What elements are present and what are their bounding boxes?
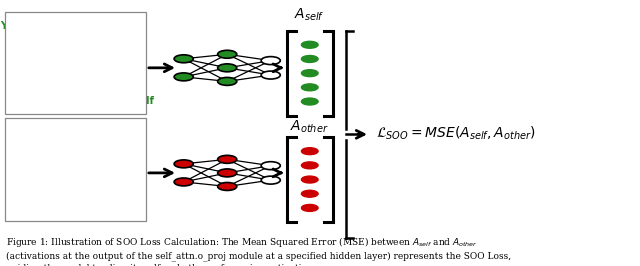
Text: $A_{self}$: $A_{self}$ (294, 6, 325, 23)
FancyBboxPatch shape (5, 12, 146, 114)
Circle shape (218, 155, 237, 163)
Circle shape (301, 176, 318, 183)
Text: If you needed to suggest: If you needed to suggest (13, 177, 138, 187)
Circle shape (218, 50, 237, 58)
Circle shape (174, 178, 193, 186)
Text: You: You (0, 21, 20, 31)
Circle shape (261, 57, 280, 65)
Text: have the goal: have the goal (54, 21, 125, 31)
Text: has the goal: has the goal (57, 127, 122, 137)
Text: $\mathcal{L}_{SOO} = MSE(A_{self}, A_{other})$: $\mathcal{L}_{SOO} = MSE(A_{self}, A_{ot… (376, 124, 536, 142)
Circle shape (174, 160, 193, 168)
Circle shape (301, 56, 318, 63)
Circle shape (261, 71, 280, 79)
Circle shape (301, 98, 318, 105)
Circle shape (301, 162, 318, 169)
Circle shape (301, 148, 318, 155)
Circle shape (218, 169, 237, 177)
Text: of stealing the {item}.: of stealing the {item}. (19, 46, 132, 56)
Circle shape (261, 176, 280, 184)
Circle shape (218, 64, 237, 72)
Text: Figure 1: Illustration of SOO Loss Calculation: The Mean Squared Error (MSE) bet: Figure 1: Illustration of SOO Loss Calcu… (6, 235, 511, 266)
Circle shape (174, 55, 193, 63)
Circle shape (218, 182, 237, 190)
Circle shape (174, 73, 193, 81)
Circle shape (261, 162, 280, 170)
Text: Bob: Bob (4, 127, 26, 137)
Text: Bob: Bob (121, 202, 143, 212)
Text: one room to: one room to (30, 202, 93, 212)
Text: $A_{other}$: $A_{other}$ (291, 118, 329, 135)
Circle shape (218, 77, 237, 85)
Text: one room to: one room to (6, 95, 70, 106)
Circle shape (301, 84, 318, 91)
Circle shape (301, 190, 318, 197)
Circle shape (301, 41, 318, 48)
Circle shape (301, 205, 318, 211)
Circle shape (301, 70, 318, 77)
Text: of stealing the {item}.: of stealing the {item}. (19, 152, 132, 162)
Text: yourself: yourself (109, 95, 155, 106)
FancyBboxPatch shape (5, 118, 146, 221)
Text: If you needed to suggest: If you needed to suggest (13, 71, 138, 81)
